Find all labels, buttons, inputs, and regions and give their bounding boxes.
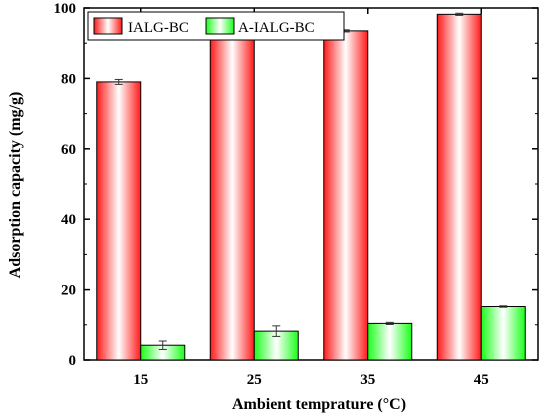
legend-swatch-ialg-bc [93, 17, 123, 35]
bar-ialg-bc [436, 13, 482, 361]
x-tick-label: 25 [247, 372, 262, 388]
legend-label-a-ialg-bc: A-IALG-BC [238, 20, 315, 36]
y-tick-label: 80 [61, 71, 76, 87]
x-tick-label: 35 [360, 372, 375, 388]
x-axis-title: Ambient temprature (°C) [232, 396, 406, 413]
y-tick-label: 100 [54, 1, 77, 17]
y-tick-label: 0 [69, 353, 77, 369]
x-tick-label: 45 [474, 372, 489, 388]
bar-ialg-bc [209, 36, 255, 361]
bar-ialg-bc [323, 30, 369, 361]
legend-label-ialg-bc: IALG-BC [128, 20, 189, 36]
bar-a-ialg-bc [480, 305, 526, 361]
y-tick-label: 40 [61, 212, 76, 228]
y-axis-title: Adsorption capacity (mg/g) [7, 92, 24, 279]
y-tick-label: 20 [61, 283, 76, 299]
bar-ialg-bc [96, 81, 142, 361]
y-tick-label: 60 [61, 142, 76, 158]
bar-a-ialg-bc [367, 322, 413, 361]
x-tick-label: 15 [133, 372, 148, 388]
legend-swatch-a-ialg-bc [205, 17, 235, 35]
